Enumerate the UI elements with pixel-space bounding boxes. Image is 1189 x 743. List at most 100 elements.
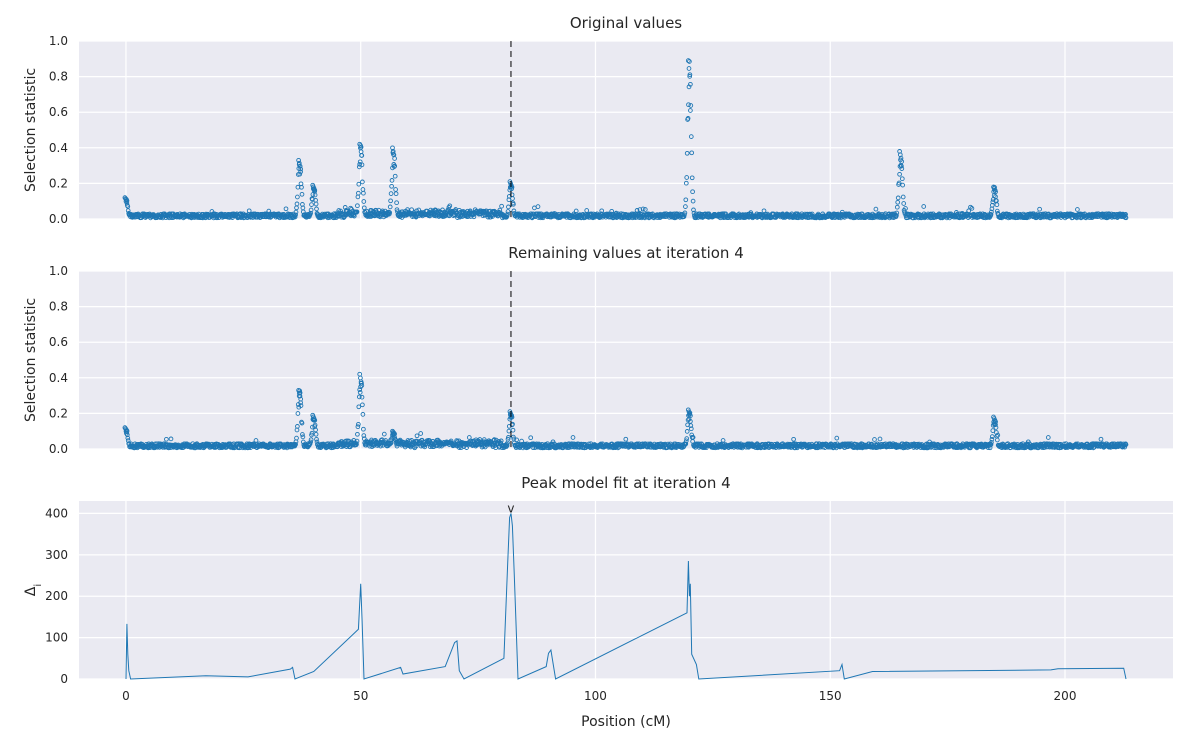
data-point xyxy=(535,204,541,209)
data-point xyxy=(359,153,365,158)
data-point xyxy=(292,214,298,220)
data-point xyxy=(297,393,303,399)
y-tick-label: 1.0 xyxy=(49,264,68,278)
data-point xyxy=(354,209,360,215)
data-point xyxy=(296,390,302,396)
panel-title: Peak model fit at iteration 4 xyxy=(521,474,730,492)
data-point xyxy=(1098,436,1104,442)
data-point xyxy=(367,214,373,219)
data-point xyxy=(899,166,905,171)
data-point xyxy=(361,205,367,211)
data-point xyxy=(995,432,1001,438)
data-point xyxy=(690,189,695,195)
data-point xyxy=(509,184,515,190)
data-point xyxy=(314,436,319,442)
data-point xyxy=(357,161,363,167)
data-point xyxy=(642,207,648,212)
data-point xyxy=(686,66,692,71)
data-point xyxy=(314,206,319,212)
data-point xyxy=(299,191,305,197)
data-point xyxy=(308,439,313,445)
y-tick-label: 100 xyxy=(45,631,68,645)
y-tick-label: 0.6 xyxy=(49,335,68,349)
data-point xyxy=(921,204,927,209)
y-tick-label: 200 xyxy=(45,589,68,603)
data-point xyxy=(901,201,907,206)
data-point xyxy=(514,437,519,443)
x-axis-label: Position (cM) xyxy=(581,714,671,730)
data-point xyxy=(969,206,975,211)
data-point xyxy=(989,436,995,442)
data-point xyxy=(900,182,906,188)
data-point xyxy=(690,435,696,440)
data-point xyxy=(313,431,319,437)
y-axis-label: Selection statistic xyxy=(23,298,39,422)
x-tick-label: 0 xyxy=(122,689,130,703)
data-point xyxy=(294,435,299,441)
data-point xyxy=(357,387,363,393)
data-point xyxy=(684,175,690,180)
data-point xyxy=(899,159,905,164)
data-point xyxy=(297,171,303,177)
data-point xyxy=(688,108,693,113)
data-point xyxy=(391,430,397,436)
data-point xyxy=(298,169,303,175)
data-point xyxy=(392,431,397,437)
data-point xyxy=(392,163,398,169)
y-axis-label: Δi xyxy=(23,584,44,596)
data-point xyxy=(640,206,646,212)
y-tick-label: 0.2 xyxy=(49,176,68,190)
data-point xyxy=(300,434,306,440)
peak-marker: v xyxy=(507,501,514,515)
data-point xyxy=(389,178,395,183)
data-point xyxy=(356,404,362,410)
data-point xyxy=(297,163,303,169)
data-point xyxy=(511,201,516,207)
y-tick-label: 300 xyxy=(45,548,68,562)
data-point xyxy=(570,435,576,440)
data-point xyxy=(360,402,365,408)
data-point xyxy=(348,205,353,211)
y-axis-label: Selection statistic xyxy=(23,68,39,192)
data-point xyxy=(246,208,252,214)
data-point xyxy=(683,180,689,186)
data-point xyxy=(388,198,393,204)
y-tick-label: 0.4 xyxy=(49,141,68,155)
data-point xyxy=(313,427,318,433)
data-point xyxy=(360,412,366,417)
data-point xyxy=(691,207,696,213)
data-point xyxy=(504,443,510,448)
data-point xyxy=(899,176,905,182)
data-point xyxy=(298,396,304,402)
data-point xyxy=(685,417,691,423)
data-point xyxy=(295,411,301,416)
data-point xyxy=(1037,206,1042,212)
data-point xyxy=(791,436,796,442)
data-point xyxy=(164,436,169,442)
data-point xyxy=(684,429,690,434)
data-point xyxy=(873,206,879,212)
data-point xyxy=(688,423,694,428)
data-point xyxy=(283,206,289,212)
x-tick-label: 200 xyxy=(1054,689,1077,703)
data-point xyxy=(684,436,690,441)
data-point xyxy=(896,180,902,186)
data-point xyxy=(309,430,315,436)
data-point xyxy=(300,432,305,437)
scatter-points xyxy=(122,371,1129,451)
x-tick-label: 150 xyxy=(819,689,842,703)
data-point xyxy=(393,187,398,192)
data-point xyxy=(313,201,319,207)
data-point xyxy=(298,403,304,408)
data-point xyxy=(308,207,314,213)
data-point xyxy=(903,206,908,211)
data-point xyxy=(528,435,534,441)
data-point xyxy=(312,187,318,193)
data-point xyxy=(392,156,397,161)
series-line xyxy=(125,513,1127,680)
data-point xyxy=(360,179,365,185)
data-point xyxy=(993,422,998,428)
data-point xyxy=(389,183,394,189)
data-point xyxy=(361,199,367,204)
